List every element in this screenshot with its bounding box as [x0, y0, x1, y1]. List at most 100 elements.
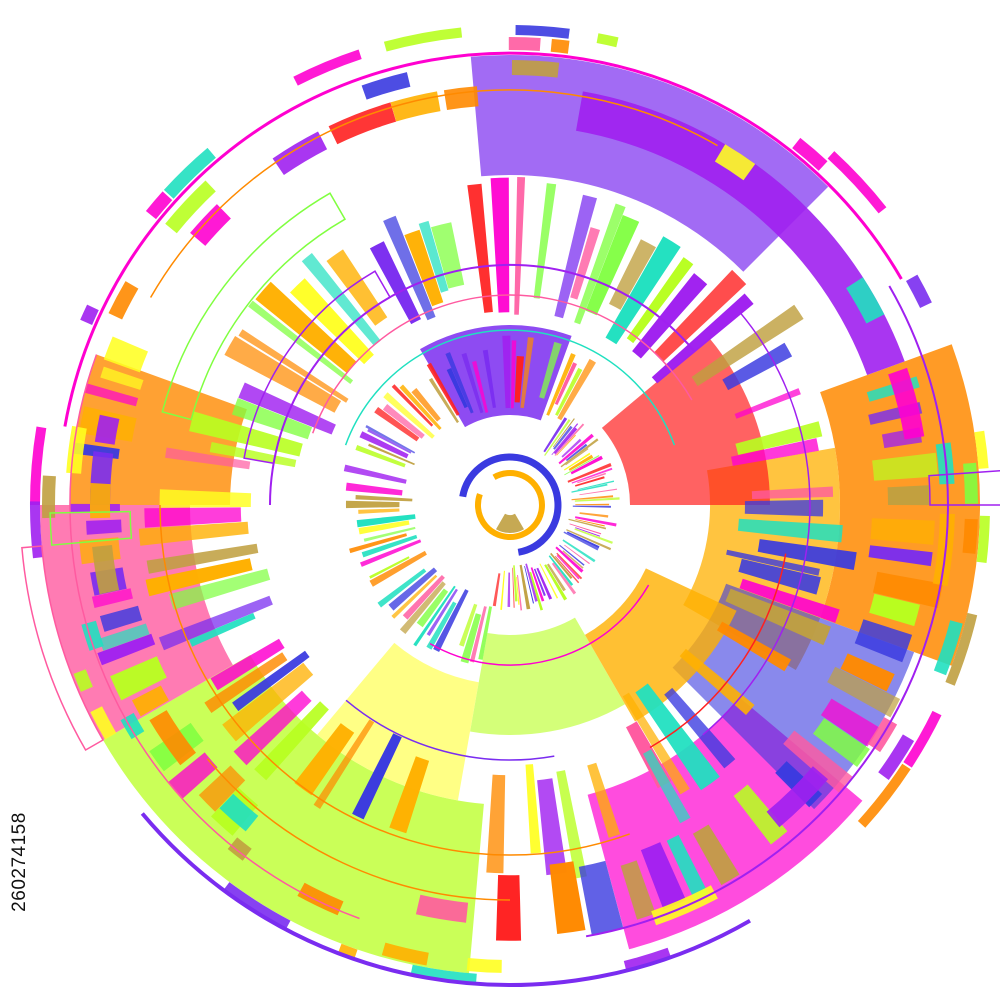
radial-bar-181: [575, 516, 617, 527]
radial-bar-187: [566, 529, 612, 551]
radial-bar-129: [365, 425, 416, 454]
radial-bar-98: [478, 606, 492, 660]
center-wedge: [496, 513, 524, 533]
outer-block-51: [974, 430, 989, 469]
outer-block-34: [792, 137, 828, 171]
radial-bar-67: [169, 568, 271, 610]
radial-bar-64: [210, 638, 285, 691]
thin-arc-2: [149, 89, 718, 298]
radial-bar-44: [679, 648, 755, 715]
radial-bar-115: [361, 534, 418, 558]
radial-bar-169: [567, 463, 612, 483]
radial-bar-50: [587, 762, 621, 838]
radial-bar-211: [517, 575, 523, 611]
radial-bar-27: [632, 273, 708, 359]
radial-bar-179: [572, 505, 611, 508]
outer-block-48: [515, 25, 570, 39]
radial-bar-63: [204, 652, 288, 713]
radial-bar-78: [887, 485, 930, 506]
radial-bar-142: [482, 349, 496, 408]
thin-arc-0: [63, 51, 903, 427]
radial-bar-103: [426, 601, 457, 650]
radial-bar-102: [433, 589, 469, 652]
radial-bar-43: [717, 621, 792, 672]
radial-bar-137: [426, 362, 460, 416]
outer-block-60: [29, 501, 43, 559]
radial-bar-80: [868, 545, 933, 567]
radial-bar-194: [555, 546, 584, 573]
radial-bar-225: [99, 623, 150, 651]
radial-bar-28: [654, 269, 747, 362]
radial-bar-230: [86, 519, 122, 535]
radial-bar-127: [359, 431, 409, 459]
radial-bar-88: [783, 730, 853, 793]
radial-bar-146: [520, 337, 534, 409]
radial-bar-53: [525, 764, 541, 854]
radial-bar-77: [872, 452, 938, 481]
radial-bar-147: [539, 341, 562, 399]
outline-block-0: [161, 192, 347, 421]
thin-arc-4: [702, 311, 811, 736]
outer-block-32: [508, 36, 541, 51]
outline-block-1: [243, 270, 392, 465]
radial-bar-22: [574, 203, 626, 325]
outer-block-29: [80, 304, 99, 325]
radial-bar-144: [511, 340, 517, 409]
radial-bar-58: [294, 723, 355, 796]
radial-bar-132: [383, 392, 435, 439]
radial-bar-20: [554, 194, 597, 319]
outline-block-3: [928, 469, 1000, 506]
radial-bar-81: [872, 571, 943, 609]
radial-bar-176: [571, 495, 614, 501]
radial-bar-133: [391, 384, 434, 427]
radial-bar-34: [731, 438, 819, 466]
radial-bar-189: [563, 531, 599, 551]
radial-bar-25: [605, 236, 681, 345]
radial-bar-105: [413, 585, 456, 647]
radial-bar-46: [635, 683, 720, 791]
radial-bar-6: [248, 300, 354, 384]
radial-bar-1: [189, 411, 303, 457]
outer-block-12: [219, 793, 259, 832]
radial-bar-136: [428, 377, 459, 424]
radial-bar-86: [820, 698, 880, 747]
radial-bar-168: [570, 455, 603, 475]
radial-bar-205: [533, 568, 546, 597]
radial-bar-234: [84, 383, 139, 407]
outer-block-19: [361, 72, 411, 100]
radial-bar-29: [651, 293, 754, 384]
radial-bar-5: [238, 329, 349, 403]
radial-bar-111: [377, 568, 427, 608]
outer-block-10: [766, 766, 828, 828]
radial-bar-65: [189, 612, 256, 647]
radial-bar-120: [358, 508, 400, 514]
thin-arc-11: [429, 584, 650, 666]
radial-bar-85: [827, 666, 901, 718]
radial-bar-171: [577, 472, 606, 484]
radial-bar-96: [549, 861, 586, 934]
sector-11: [420, 325, 572, 428]
outer-block-53: [945, 612, 978, 686]
radial-bar-165: [563, 452, 591, 471]
thin-arc-3: [159, 504, 630, 856]
radial-bar-209: [524, 566, 534, 604]
radial-bar-213: [513, 565, 518, 602]
radial-bar-222: [132, 685, 169, 717]
radial-bar-124: [343, 464, 407, 484]
outer-block-3: [272, 131, 328, 175]
thin-arc-8: [69, 354, 360, 920]
radial-bar-158: [554, 423, 585, 456]
radial-bar-134: [399, 384, 442, 430]
radial-bar-72: [159, 489, 252, 508]
radial-bar-54: [486, 774, 506, 874]
radial-bar-128: [367, 428, 412, 454]
outer-block-35: [906, 274, 932, 308]
radial-bar-202: [544, 564, 568, 601]
radial-bar-119: [356, 514, 416, 528]
radial-bar-190: [562, 539, 596, 563]
radial-bar-167: [564, 455, 600, 476]
sector-12: [470, 54, 829, 272]
radial-bar-227: [91, 588, 133, 608]
radial-bar-173: [577, 480, 615, 490]
